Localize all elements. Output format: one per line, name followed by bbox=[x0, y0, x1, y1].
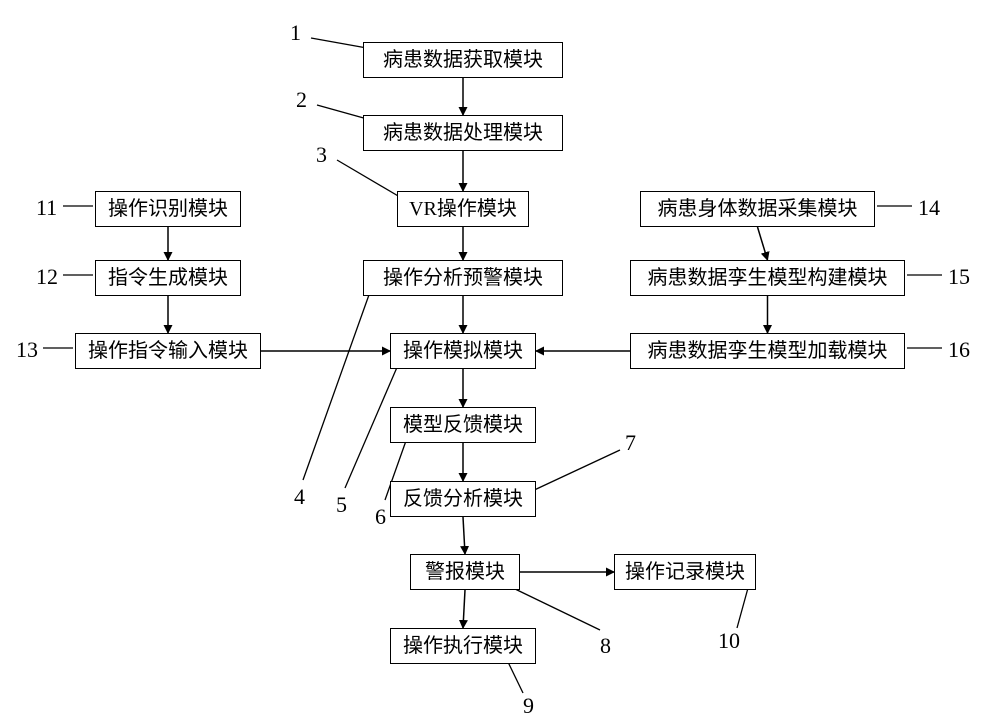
flowchart-node: 病患身体数据采集模块 bbox=[640, 191, 875, 227]
flow-arrow bbox=[463, 517, 465, 554]
callout-number: 15 bbox=[948, 264, 970, 290]
leader-line bbox=[513, 588, 600, 630]
callout-number: 16 bbox=[948, 337, 970, 363]
flowchart-node: 病患数据获取模块 bbox=[363, 42, 563, 78]
callout-number: 11 bbox=[36, 195, 57, 221]
flowchart-node: 警报模块 bbox=[410, 554, 520, 590]
callout-number: 14 bbox=[918, 195, 940, 221]
flowchart-node: 操作识别模块 bbox=[95, 191, 241, 227]
flowchart-node: 操作指令输入模块 bbox=[75, 333, 261, 369]
flowchart-node: 病患数据孪生模型加载模块 bbox=[630, 333, 905, 369]
callout-number: 7 bbox=[625, 430, 636, 456]
callout-number: 5 bbox=[336, 492, 347, 518]
flow-arrow bbox=[758, 227, 768, 260]
callout-number: 4 bbox=[294, 484, 305, 510]
flowchart-node: 病患数据处理模块 bbox=[363, 115, 563, 151]
callout-number: 10 bbox=[718, 628, 740, 654]
leader-line bbox=[737, 588, 748, 628]
callout-number: 2 bbox=[296, 87, 307, 113]
callout-number: 1 bbox=[290, 20, 301, 46]
callout-number: 13 bbox=[16, 337, 38, 363]
flow-arrow bbox=[463, 590, 465, 628]
leader-line bbox=[530, 450, 620, 492]
flowchart-diagram: 病患数据获取模块病患数据处理模块 VR操作模块操作分析预警模块操作模拟模块模型反馈… bbox=[0, 0, 1000, 723]
callout-number: 8 bbox=[600, 633, 611, 659]
flowchart-node: VR操作模块 bbox=[397, 191, 529, 227]
flowchart-node: 操作执行模块 bbox=[390, 628, 536, 664]
callout-number: 12 bbox=[36, 264, 58, 290]
flowchart-node: 反馈分析模块 bbox=[390, 481, 536, 517]
leader-line bbox=[508, 662, 523, 693]
flowchart-node: 操作模拟模块 bbox=[390, 333, 536, 369]
flowchart-node: 指令生成模块 bbox=[95, 260, 241, 296]
leader-line bbox=[337, 160, 405, 200]
callout-number: 3 bbox=[316, 142, 327, 168]
flowchart-node: 模型反馈模块 bbox=[390, 407, 536, 443]
flowchart-node: 操作分析预警模块 bbox=[363, 260, 563, 296]
flowchart-node: 病患数据孪生模型构建模块 bbox=[630, 260, 905, 296]
flowchart-node: 操作记录模块 bbox=[614, 554, 756, 590]
callout-number: 6 bbox=[375, 504, 386, 530]
callout-number: 9 bbox=[523, 693, 534, 719]
